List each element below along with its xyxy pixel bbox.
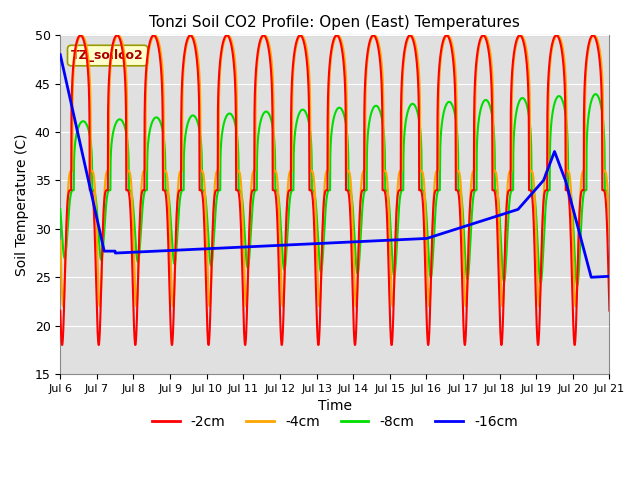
Text: TZ_soilco2: TZ_soilco2 — [71, 49, 144, 62]
Title: Tonzi Soil CO2 Profile: Open (East) Temperatures: Tonzi Soil CO2 Profile: Open (East) Temp… — [149, 15, 520, 30]
Legend: -2cm, -4cm, -8cm, -16cm: -2cm, -4cm, -8cm, -16cm — [146, 410, 524, 435]
X-axis label: Time: Time — [318, 399, 352, 413]
Y-axis label: Soil Temperature (C): Soil Temperature (C) — [15, 133, 29, 276]
